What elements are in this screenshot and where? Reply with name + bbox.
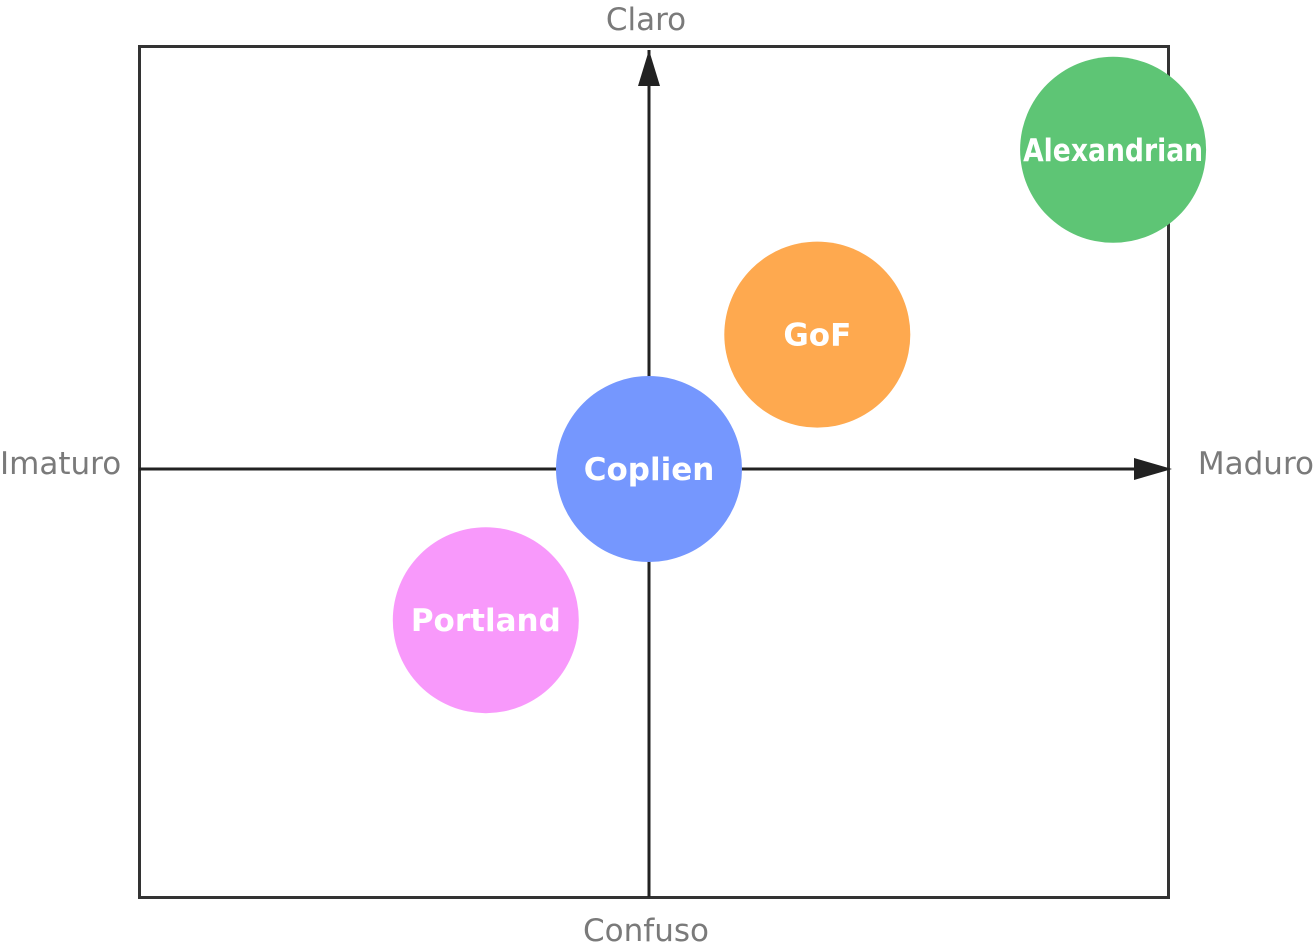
bubble-label-alexandrian: Alexandrian: [1023, 133, 1203, 169]
bubble-circle-alexandrian: [1020, 56, 1207, 243]
horizontal-axis-arrow-icon: [1134, 458, 1172, 480]
bubble-alexandrian: Alexandrian: [1020, 56, 1207, 243]
bubble-label-portland: Portland: [411, 603, 561, 639]
diagram-frame: [138, 45, 1170, 899]
bubble-label-coplien: Coplien: [584, 452, 715, 488]
axis-label-bottom: Confuso: [583, 913, 709, 945]
bubbles-group: Alexandrian GoF Coplien Portland: [392, 56, 1207, 714]
axis-label-left: Imaturo: [0, 446, 121, 482]
bubble-label-gof: GoF: [783, 318, 851, 354]
axis-label-top: Claro: [606, 2, 686, 38]
bubble-coplien: Coplien: [556, 376, 742, 562]
bubble-circle-coplien: [556, 376, 742, 562]
vertical-axis-arrow-icon: [638, 50, 660, 86]
bubble-circle-gof: [724, 241, 911, 428]
axis-label-right: Maduro: [1198, 446, 1314, 482]
bubble-circle-portland: [392, 527, 579, 714]
bubble-gof: GoF: [724, 241, 911, 428]
bubble-portland: Portland: [392, 527, 579, 714]
